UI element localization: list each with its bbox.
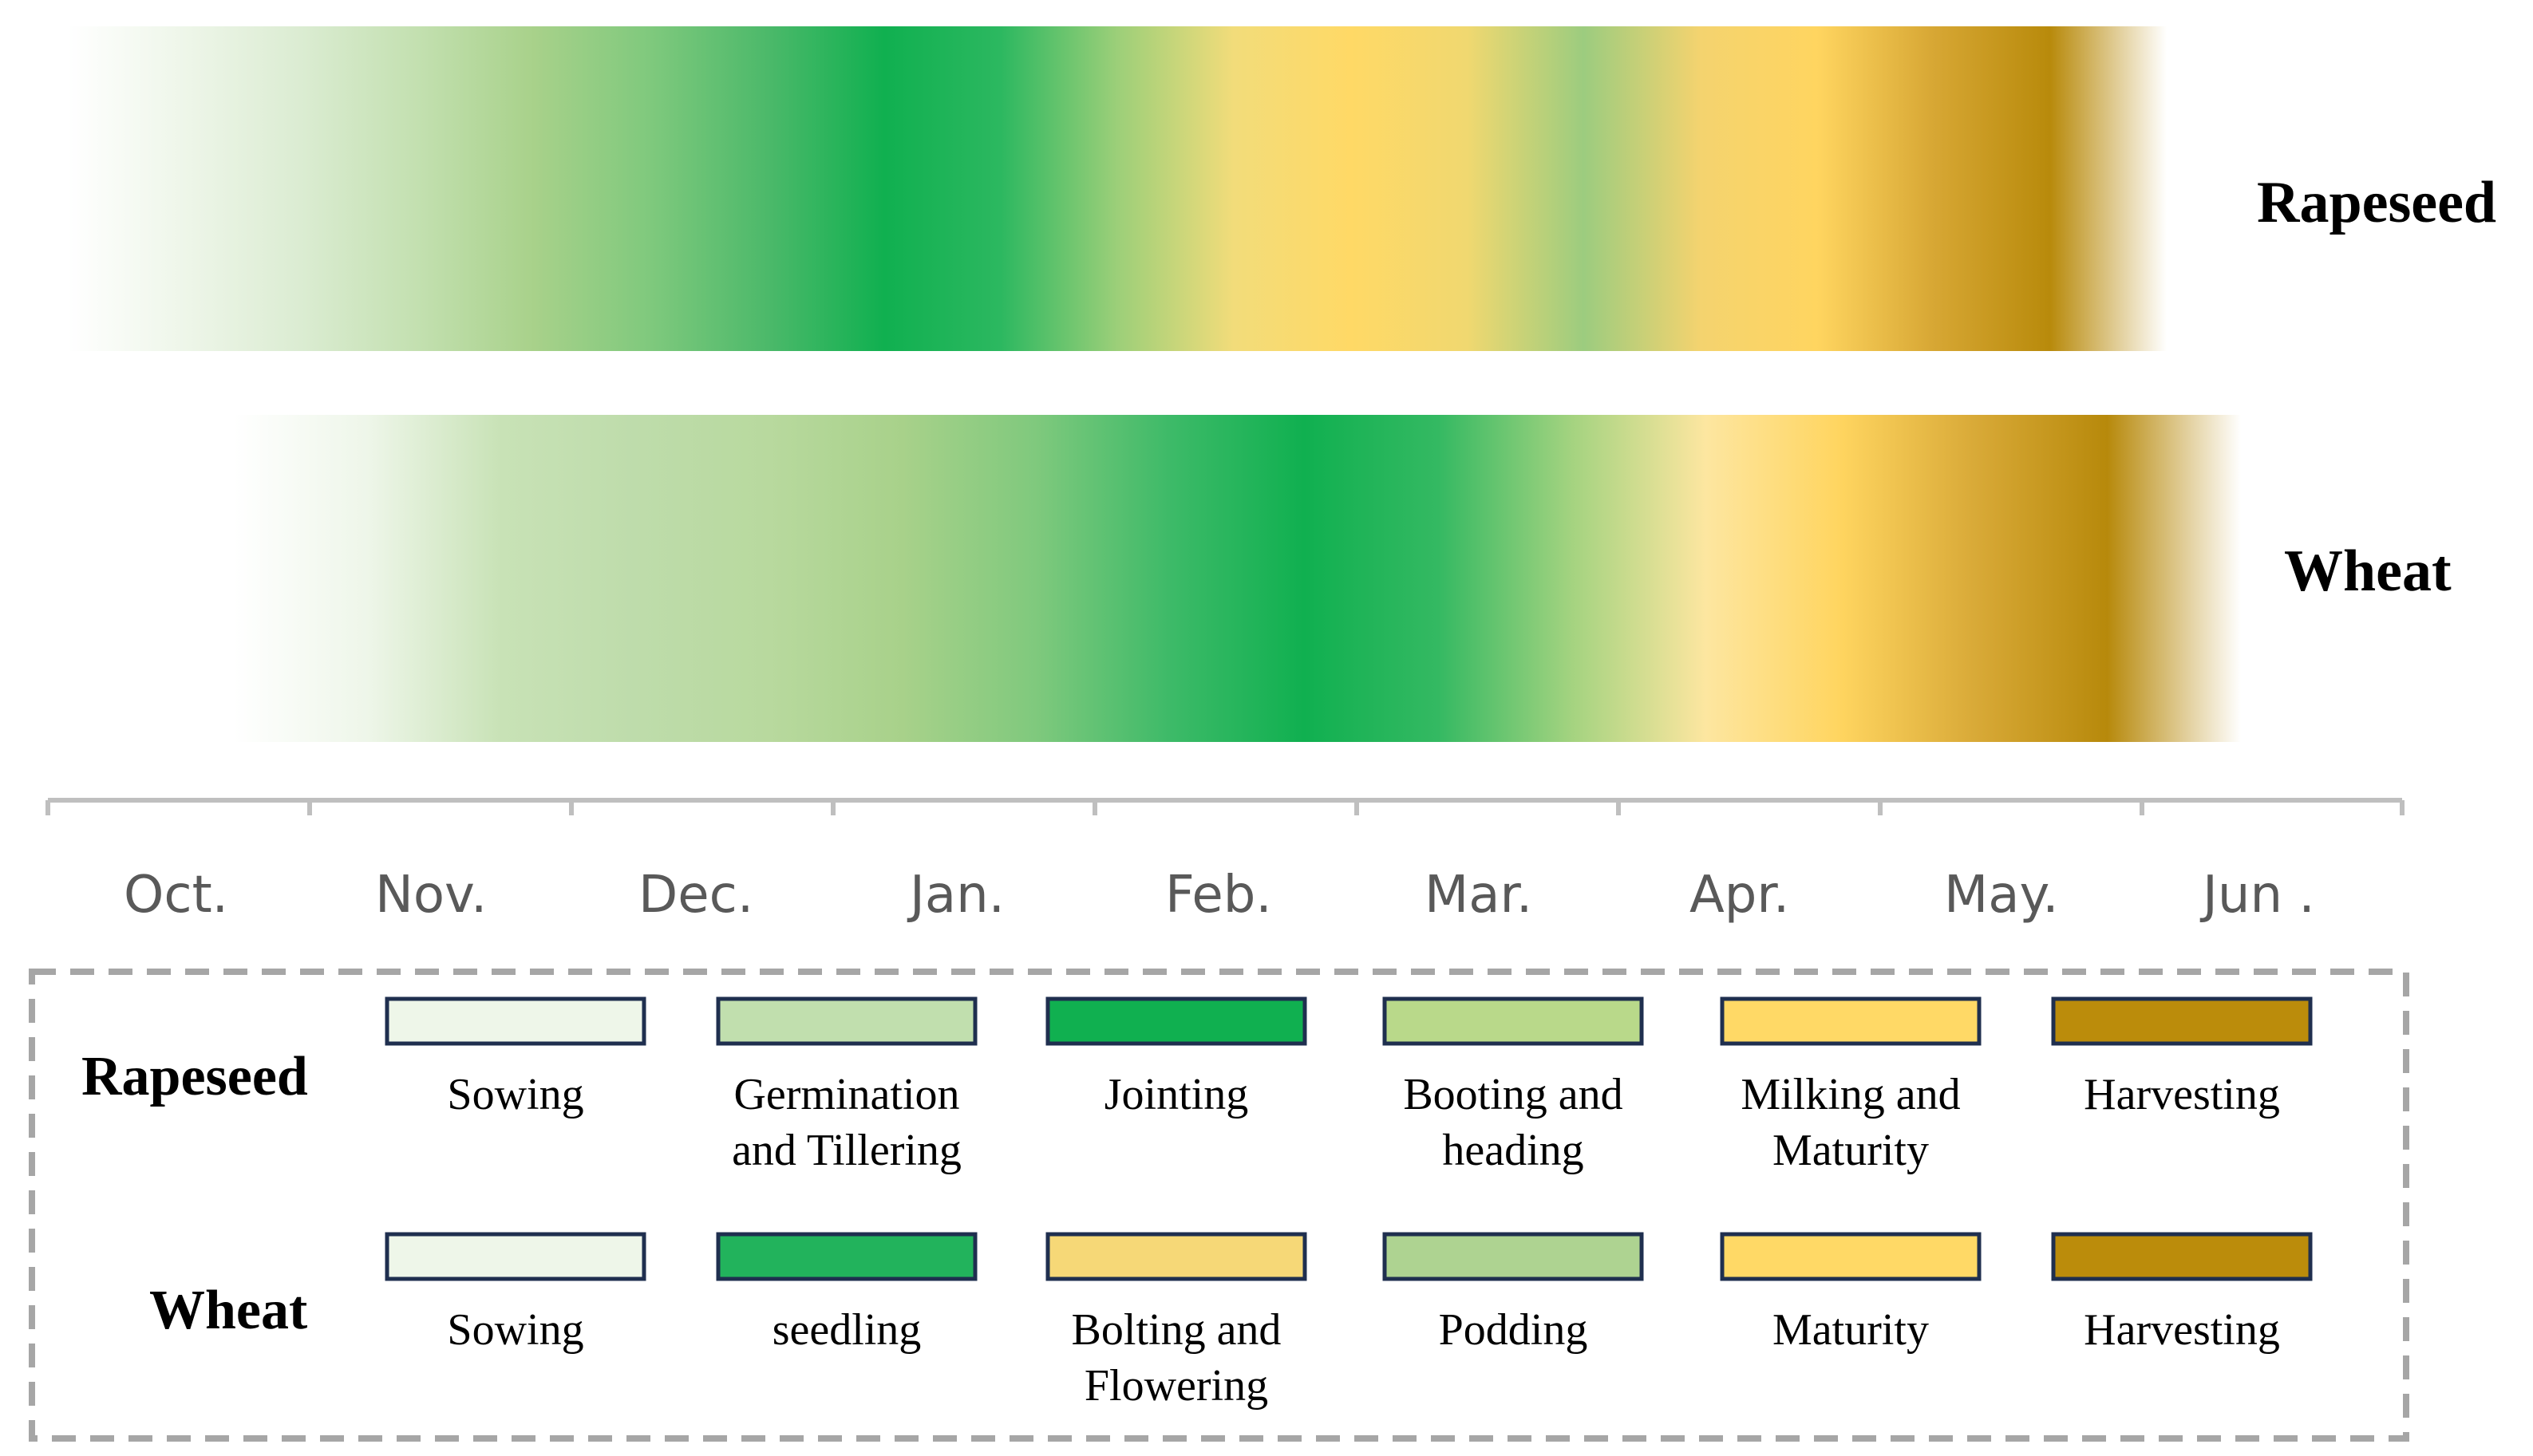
- rapeseed-bar-label: Rapeseed: [2257, 170, 2496, 235]
- legend-rapeseed-label: Rapeseed: [81, 1046, 308, 1107]
- month-label: Jun .: [2199, 866, 2315, 925]
- month-label: Feb.: [1165, 866, 1272, 925]
- month-axis: [45, 798, 2405, 815]
- month-label: Apr.: [1689, 866, 1789, 925]
- legend-swatch-rapeseed-6: [2051, 996, 2313, 1046]
- month-labels: Oct. Nov. Dec. Jan. Feb. Mar. Apr. May. …: [124, 866, 2315, 925]
- legend-stage-label: Milking and: [1741, 1070, 1960, 1119]
- legend-stage-label: Harvesting: [2084, 1305, 2280, 1355]
- legend-swatch-rapeseed-3: [1045, 996, 1307, 1046]
- legend-stage-label: Flowering: [1085, 1361, 1268, 1411]
- month-label: May.: [1944, 866, 2059, 925]
- legend-stage-label: Bolting and: [1072, 1305, 1282, 1355]
- legend-border: [29, 969, 2409, 1442]
- legend-swatch-rapeseed-2: [716, 996, 978, 1046]
- month-label: Mar.: [1425, 866, 1532, 925]
- legend-swatch-rapeseed-5: [1720, 996, 1982, 1046]
- legend-stage-label: Podding: [1439, 1305, 1588, 1355]
- month-label: Dec.: [638, 866, 753, 925]
- legend-stage-label: Sowing: [447, 1305, 583, 1355]
- legend-wheat-label: Wheat: [149, 1280, 307, 1341]
- legend-swatches: Sowing Germination and Tillering Jointing Bo…: [385, 996, 2313, 1411]
- legend-swatch-wheat-5: [1720, 1232, 1982, 1281]
- legend-stage-label: Germination: [733, 1070, 959, 1119]
- legend-swatch-wheat-4: [1382, 1232, 1644, 1281]
- legend-swatch-rapeseed-1: [385, 996, 646, 1046]
- legend-stage-label: Sowing: [447, 1070, 583, 1119]
- legend-stage-label: Maturity: [1772, 1305, 1929, 1355]
- legend-stage-label: seedling: [773, 1305, 922, 1355]
- legend: Rapeseed Wheat Sowing Germination and Till…: [29, 969, 2409, 1442]
- legend-stage-label: Booting and: [1403, 1070, 1622, 1119]
- legend-swatch-wheat-1: [385, 1232, 646, 1281]
- month-label: Oct.: [124, 866, 228, 925]
- month-label: Jan.: [907, 866, 1005, 925]
- legend-stage-label: and Tillering: [732, 1126, 962, 1175]
- legend-swatch-wheat-3: [1045, 1232, 1307, 1281]
- legend-stage-label: Harvesting: [2084, 1070, 2280, 1119]
- legend-swatch-wheat-6: [2051, 1232, 2313, 1281]
- wheat-bar: [234, 415, 2241, 742]
- legend-stage-label: Maturity: [1772, 1126, 1929, 1175]
- rapeseed-bar: [68, 26, 2167, 351]
- legend-stage-label: heading: [1442, 1126, 1583, 1175]
- legend-swatch-rapeseed-4: [1382, 996, 1644, 1046]
- month-label: Nov.: [375, 866, 487, 925]
- legend-swatch-wheat-2: [716, 1232, 978, 1281]
- legend-stage-label: Jointing: [1104, 1070, 1248, 1119]
- wheat-bar-label: Wheat: [2284, 539, 2452, 604]
- crop-bars: Rapeseed Wheat: [68, 26, 2496, 742]
